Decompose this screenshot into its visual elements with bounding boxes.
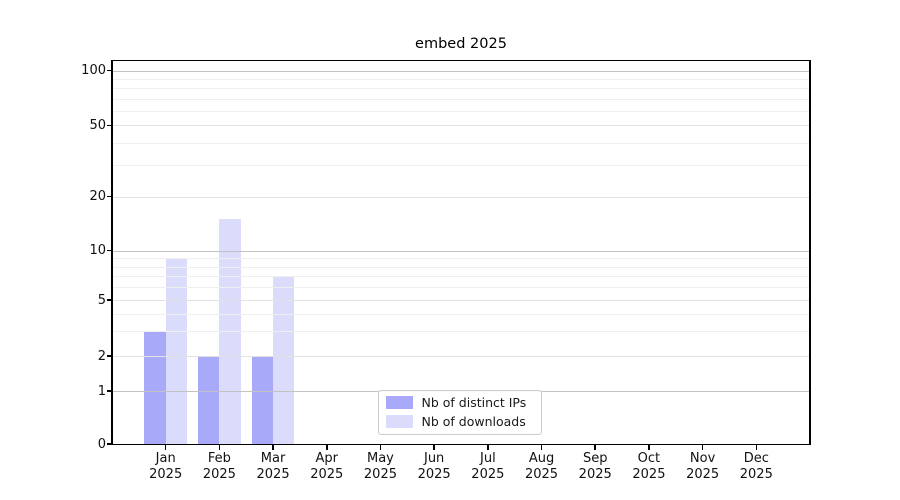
x-axis-tick-year: 2025 <box>417 466 451 482</box>
x-axis-tick-label: Jun 2025 <box>407 451 461 482</box>
x-axis-tick-year: 2025 <box>363 466 397 482</box>
x-tick-mark <box>379 444 382 450</box>
x-axis-tick-year: 2025 <box>471 466 505 482</box>
gridline-major <box>112 250 810 252</box>
gridline-minor <box>112 266 810 268</box>
bar-distinct-ips <box>144 331 166 444</box>
x-tick-mark <box>755 444 758 450</box>
x-axis-tick-year: 2025 <box>202 466 236 482</box>
y-axis-tick-label: 2 <box>97 348 106 364</box>
legend-swatch-downloads <box>385 415 413 428</box>
x-tick-mark <box>701 444 704 450</box>
y-tick-mark <box>106 299 112 301</box>
y-tick-mark <box>106 249 112 252</box>
gridline-major <box>112 356 810 357</box>
bar-downloads <box>273 276 295 444</box>
x-tick-mark <box>164 444 167 450</box>
x-tick-mark <box>433 444 435 450</box>
x-axis-tick-label: May 2025 <box>353 451 407 482</box>
y-tick-mark <box>106 195 112 198</box>
x-axis-tick-label: Sep 2025 <box>568 451 622 482</box>
legend-item-distinct-ips: Nb of distinct IPs <box>379 395 541 410</box>
legend-label-downloads: Nb of downloads <box>421 414 526 429</box>
x-axis-line <box>111 443 811 446</box>
x-axis-tick-year: 2025 <box>310 466 344 482</box>
gridline-minor <box>112 313 810 315</box>
y-tick-mark <box>106 69 112 72</box>
y-axis-tick-label: 20 <box>89 189 106 205</box>
y-tick-mark <box>106 443 112 445</box>
x-tick-mark <box>594 444 597 450</box>
x-axis-tick-year: 2025 <box>739 466 773 482</box>
y-axis-tick-label: 1 <box>97 383 106 399</box>
gridline-minor <box>112 142 810 144</box>
x-tick-mark <box>325 444 328 450</box>
x-tick-mark <box>648 444 650 450</box>
y-axis-tick-label: 100 <box>81 63 106 79</box>
gridline-minor <box>112 287 810 289</box>
x-axis-tick-year: 2025 <box>632 466 666 482</box>
x-axis-tick-year: 2025 <box>256 466 290 482</box>
x-axis-tick-label: Mar 2025 <box>246 451 300 482</box>
bar-distinct-ips <box>251 356 274 444</box>
legend-swatch-distinct-ips <box>385 396 413 409</box>
legend-label-distinct-ips: Nb of distinct IPs <box>421 395 527 410</box>
x-axis-tick-year: 2025 <box>578 466 612 482</box>
gridline-major <box>112 125 810 127</box>
legend-item-downloads: Nb of downloads <box>379 414 541 429</box>
x-tick-mark <box>487 444 489 450</box>
gridline-minor <box>112 258 810 260</box>
x-axis-tick-year: 2025 <box>149 466 183 482</box>
gridline-minor <box>112 88 810 90</box>
bar-distinct-ips <box>197 356 220 444</box>
y-axis-line <box>111 59 113 445</box>
y-tick-mark <box>106 390 112 392</box>
y-axis-tick-label: 0 <box>97 436 106 452</box>
y-tick-mark <box>106 355 112 357</box>
x-tick-mark <box>218 444 221 450</box>
x-axis-tick-label: Aug 2025 <box>515 451 569 482</box>
x-axis-tick-year: 2025 <box>524 466 559 482</box>
x-tick-mark <box>540 444 543 450</box>
x-axis-tick-label: Oct 2025 <box>622 451 676 482</box>
gridline-minor <box>112 110 810 112</box>
gridline-minor <box>112 98 810 100</box>
gridline-major <box>112 300 810 301</box>
top-spine <box>111 59 811 62</box>
y-axis-tick-label: 10 <box>89 243 106 259</box>
gridline-minor <box>112 78 810 80</box>
x-tick-mark <box>272 444 274 450</box>
x-axis-tick-label: Nov 2025 <box>676 451 730 482</box>
x-axis-tick-label: Dec 2025 <box>729 451 783 482</box>
y-axis-tick-label: 50 <box>89 117 106 133</box>
legend: Nb of distinct IPs Nb of downloads <box>377 389 542 435</box>
gridline-minor <box>112 276 810 278</box>
x-axis-tick-label: Apr 2025 <box>300 451 354 482</box>
gridline-minor <box>112 331 810 333</box>
y-tick-mark <box>106 124 112 127</box>
bar-downloads <box>165 258 188 444</box>
x-axis-tick-year: 2025 <box>686 466 720 482</box>
gridline-minor <box>112 165 810 167</box>
x-axis-tick-label: Feb 2025 <box>192 451 246 482</box>
right-spine <box>809 59 811 445</box>
gridline-major <box>112 70 810 72</box>
chart-title: embed 2025 <box>415 36 507 52</box>
gridline-major <box>112 196 810 198</box>
x-axis-tick-label: Jan 2025 <box>139 451 193 482</box>
x-axis-tick-label: Jul 2025 <box>461 451 515 482</box>
y-axis-tick-label: 5 <box>97 292 106 308</box>
